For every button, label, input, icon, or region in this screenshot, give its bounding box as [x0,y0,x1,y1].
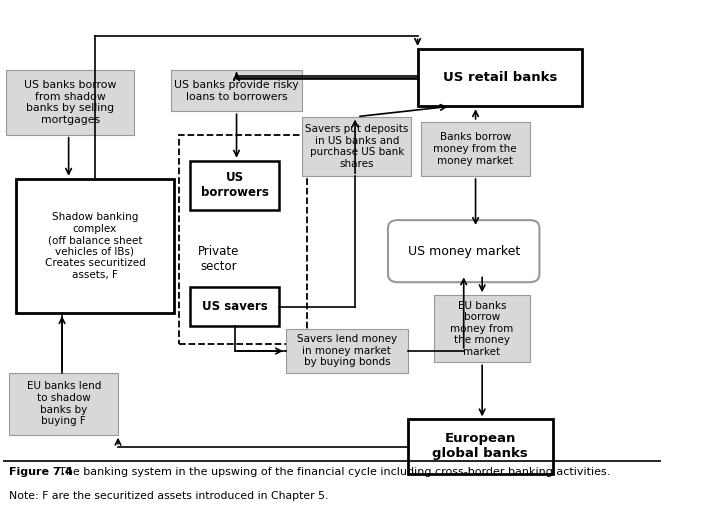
Text: Note: F are the securitized assets introduced in Chapter 5.: Note: F are the securitized assets intro… [9,491,329,501]
FancyBboxPatch shape [388,220,540,282]
FancyBboxPatch shape [16,179,174,313]
Text: Figure 7.4: Figure 7.4 [9,467,73,477]
Text: The banking system in the upswing of the financial cycle including cross-border : The banking system in the upswing of the… [52,467,610,477]
Text: US banks borrow
from shadow
banks by selling
mortgages: US banks borrow from shadow banks by sel… [24,80,117,125]
Text: Shadow banking
complex
(off balance sheet
vehicles of IBs)
Creates securitized
a: Shadow banking complex (off balance shee… [45,212,145,280]
Text: US
borrowers: US borrowers [201,171,269,199]
Text: EU banks lend
to shadow
banks by
buying F: EU banks lend to shadow banks by buying … [26,381,101,426]
FancyBboxPatch shape [190,161,279,210]
Text: US savers: US savers [202,300,268,313]
FancyBboxPatch shape [408,419,553,474]
FancyBboxPatch shape [171,70,303,111]
Text: Private
sector: Private sector [198,245,239,273]
FancyBboxPatch shape [190,287,279,326]
Text: Savers lend money
in money market
by buying bonds: Savers lend money in money market by buy… [297,334,397,367]
Text: US retail banks: US retail banks [443,71,557,84]
FancyBboxPatch shape [418,49,582,106]
Text: US money market: US money market [407,245,520,258]
Text: US banks provide risky
loans to borrowers: US banks provide risky loans to borrower… [174,80,299,101]
FancyBboxPatch shape [286,329,408,373]
FancyBboxPatch shape [434,295,530,362]
Text: Savers put deposits
in US banks and
purchase US bank
shares: Savers put deposits in US banks and purc… [305,124,409,169]
FancyBboxPatch shape [9,373,118,435]
Text: Banks borrow
money from the
money market: Banks borrow money from the money market [434,132,517,166]
Text: European
global banks: European global banks [432,433,528,460]
FancyBboxPatch shape [6,70,135,135]
FancyBboxPatch shape [303,117,411,176]
FancyBboxPatch shape [421,122,530,176]
Text: EU banks
borrow
money from
the money
market: EU banks borrow money from the money mar… [450,301,513,357]
